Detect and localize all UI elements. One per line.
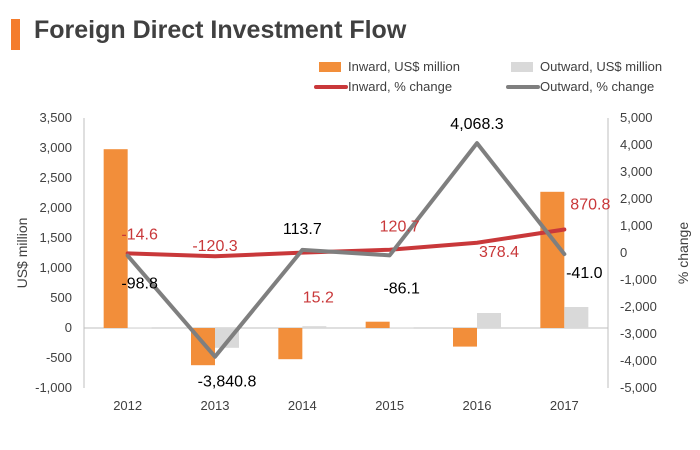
x-tick-label: 2014 [288,398,317,413]
y-tick-label: 0 [65,320,72,335]
outward-bar [127,327,152,329]
y-tick-label: 3,000 [39,140,72,155]
inward-bar [103,149,128,328]
inward-change-label: -120.3 [192,238,237,255]
inward-change-label: 120.7 [380,219,420,236]
outward-change-label: -98.8 [121,276,158,293]
inward-change-label: 378.4 [479,244,519,261]
inward-bar [278,328,303,360]
legend-inward-bar-swatch [319,62,341,72]
y-axis-title: US$ million [14,218,30,289]
inward-change-label: 870.8 [570,196,610,213]
inward-bar [540,191,565,328]
legend-outward-bar-label: Outward, US$ million [540,59,662,74]
outward-change-label: -86.1 [383,280,420,297]
inward-bar [453,328,477,347]
y-tick-label: 1,000 [39,260,72,275]
y2-tick-label: -4,000 [620,353,657,368]
y2-tick-label: -2,000 [620,299,657,314]
y2-axis-title: % change [675,222,691,284]
x-tick-label: 2017 [550,398,579,413]
inward-change-label: 15.2 [303,290,334,307]
outward-change-label: 4,068.3 [450,116,503,133]
outward-bar [564,307,589,328]
title-accent-bar [11,19,20,50]
legend-inward-bar-label: Inward, US$ million [348,59,460,74]
y2-tick-label: 5,000 [620,110,653,125]
legend-outward-bar-swatch [511,62,533,72]
y2-tick-label: 0 [620,245,627,260]
y-tick-label: 1,500 [39,230,72,245]
chart-title: Foreign Direct Investment Flow [34,16,407,44]
legend-inward-line-label: Inward, % change [348,79,452,94]
outward-bar [477,313,501,328]
y2-tick-label: -1,000 [620,272,657,287]
inward-bar [365,321,390,328]
y2-tick-label: 4,000 [620,137,653,152]
outward-change-label: -41.0 [566,265,603,282]
y2-tick-label: 1,000 [620,218,653,233]
y-tick-label: -500 [46,350,72,365]
x-tick-label: 2012 [113,398,142,413]
inward-change-label: -14.6 [121,226,158,243]
x-tick-label: 2013 [201,398,230,413]
y-tick-label: 2,500 [39,170,72,185]
legend-outward-line-label: Outward, % change [540,79,654,94]
y-tick-label: 3,500 [39,110,72,125]
x-tick-label: 2016 [463,398,492,413]
outward-change-label: 113.7 [283,221,322,238]
y2-tick-label: 3,000 [620,164,653,179]
y-tick-label: 500 [50,290,72,305]
y2-tick-label: 2,000 [620,191,653,206]
outward-change-label: -3,840.8 [198,374,257,391]
outward-bar [389,327,414,329]
outward-change-line [125,141,567,359]
y-tick-label: -1,000 [35,380,72,395]
y-tick-label: 2,000 [39,200,72,215]
y2-tick-label: -3,000 [620,326,657,341]
outward-bar [302,326,327,328]
y2-tick-label: -5,000 [620,380,657,395]
x-tick-label: 2015 [375,398,404,413]
